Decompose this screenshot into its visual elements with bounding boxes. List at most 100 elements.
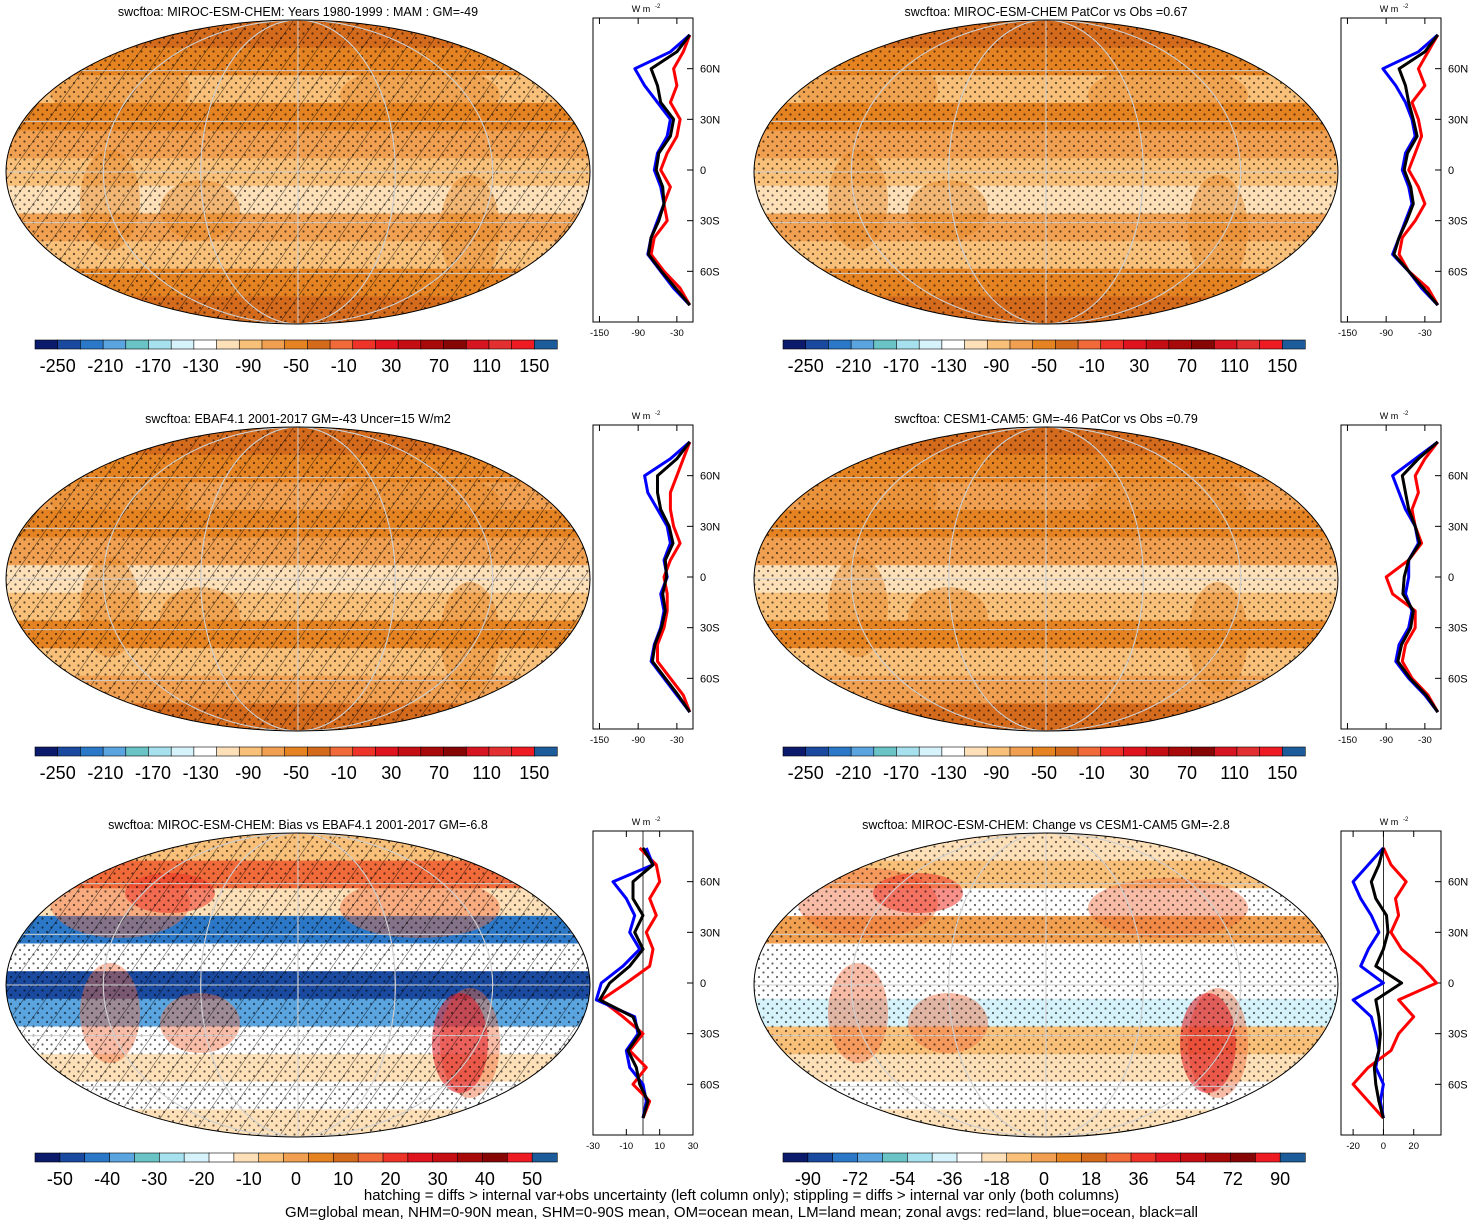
- colorbar-swatch: [511, 746, 535, 757]
- colorbar-tick-label: -10: [1079, 763, 1105, 783]
- colorbar-tick-label: 90: [1270, 1169, 1290, 1189]
- colorbar: -90 -72 -54 -36 -18 0 18 36 54 72 90: [782, 1152, 1306, 1189]
- colorbar-swatch: [850, 339, 875, 350]
- caption-legend-note: GM=global mean, NHM=0-90N mean, SHM=0-90…: [284, 1204, 1198, 1221]
- colorbar-swatch: [1191, 746, 1215, 757]
- colorbar-tick-label: 150: [1267, 763, 1297, 783]
- panel-2: swcftoa: MIROC-ESM-CHEM PatCor vs Obs =0…: [753, 4, 1468, 376]
- zonal-y-tick-label: 30S: [1448, 623, 1468, 635]
- colorbar-tick-label: 54: [1176, 1169, 1196, 1189]
- map-field: [6, 833, 590, 1137]
- zonal-x-tick-label: -30: [1418, 735, 1432, 746]
- colorbar-swatch: [850, 746, 875, 757]
- colorbar-swatch: [183, 1152, 210, 1163]
- colorbar-swatch: [807, 1152, 834, 1163]
- map-border: [5, 19, 591, 325]
- colorbar-swatch: [1145, 339, 1170, 350]
- colorbar-tick-label: 36: [1128, 1169, 1148, 1189]
- zonal-x-tick-label: -90: [631, 328, 645, 339]
- colorbar-tick-label: 30: [1129, 763, 1149, 783]
- zonal-y-tick-label: 0: [1448, 978, 1454, 990]
- colorbar-swatch: [216, 339, 240, 350]
- zonal-x-tick-label: 10: [654, 1141, 665, 1152]
- colorbar-tick-label: -210: [87, 763, 123, 783]
- colorbar-swatch: [397, 746, 422, 757]
- colorbar-swatch: [238, 339, 263, 350]
- zonal-y-tick-label: 30N: [1448, 114, 1468, 126]
- map-border: [5, 832, 591, 1138]
- colorbar: -250 -210 -170 -130 -90 -50 -10 30 70 110 150: [782, 746, 1306, 783]
- colorbar-swatch: [533, 746, 558, 757]
- zonal-y-tick-label: 30S: [1448, 1029, 1468, 1041]
- colorbar-swatch: [102, 746, 127, 757]
- zonal-y-tick-label: 30S: [700, 623, 720, 635]
- zonal-y-tick-label: 60N: [1448, 64, 1468, 76]
- zonal-mean-plot: W m -2 -150 -90 -30 60N 30N 0 30S 60S: [1338, 4, 1468, 339]
- zonal-y-tick-label: 30S: [700, 216, 720, 228]
- colorbar-swatch: [397, 339, 422, 350]
- colorbar-swatch: [125, 339, 150, 350]
- colorbar-swatch: [193, 746, 218, 757]
- colorbar-tick-label: -10: [236, 1169, 262, 1189]
- colorbar-swatch: [216, 746, 240, 757]
- colorbar-tick-label: -250: [788, 356, 824, 376]
- colorbar-swatch: [857, 1152, 884, 1163]
- colorbar-swatch: [941, 746, 966, 757]
- zonal-y-tick-label: 30N: [700, 927, 720, 939]
- colorbar-swatch: [1055, 339, 1079, 350]
- colorbar-tick-label: 30: [428, 1169, 448, 1189]
- colorbar-swatch: [1006, 1152, 1033, 1163]
- colorbar-swatch: [329, 339, 354, 350]
- colorbar-swatch: [832, 1152, 859, 1163]
- colorbar-tick-label: 70: [1177, 356, 1197, 376]
- colorbar-swatch: [170, 339, 195, 350]
- colorbar-swatch: [1236, 339, 1261, 350]
- zonal-x-tick-label: -20: [1346, 1141, 1360, 1152]
- colorbar-swatch: [357, 1152, 384, 1163]
- colorbar-swatch: [375, 339, 399, 350]
- zonal-y-tick-label: 0: [1448, 165, 1454, 177]
- colorbar-tick-label: -10: [331, 763, 357, 783]
- zonal-y-tick-label: 0: [1448, 572, 1454, 584]
- colorbar-swatch: [238, 746, 263, 757]
- map-field: [754, 833, 1338, 1137]
- colorbar-swatch: [134, 1152, 160, 1163]
- zonal-unit-label: W m: [632, 817, 651, 827]
- colorbar-swatch: [805, 746, 830, 757]
- map-border: [753, 426, 1339, 732]
- zonal-y-tick-label: 60N: [700, 471, 720, 483]
- colorbar-swatch: [443, 339, 467, 350]
- colorbar-tick-label: -130: [183, 356, 219, 376]
- zonal-unit-exponent: -2: [655, 817, 661, 823]
- zonal-x-tick-label: -150: [1338, 328, 1357, 339]
- colorbar-swatch: [1254, 1152, 1281, 1163]
- colorbar-swatch: [918, 746, 943, 757]
- zonal-x-tick-label: 30: [688, 1141, 699, 1152]
- colorbar-tick-label: 110: [472, 763, 501, 783]
- colorbar-swatch: [1077, 339, 1102, 350]
- colorbar-tick-label: -250: [40, 356, 76, 376]
- colorbar-swatch: [941, 339, 966, 350]
- colorbar-swatch: [1279, 1152, 1306, 1163]
- zonal-series-ocean: [1351, 846, 1385, 1119]
- colorbar-swatch: [896, 746, 920, 757]
- zonal-y-tick-label: 30N: [1448, 521, 1468, 533]
- colorbar-swatch: [1168, 339, 1193, 350]
- colorbar-swatch: [1105, 1152, 1132, 1163]
- zonal-unit-label: W m: [632, 4, 651, 14]
- colorbar-swatch: [1130, 1152, 1157, 1163]
- colorbar: -250 -210 -170 -130 -90 -50 -10 30 70 110 150: [34, 746, 558, 783]
- colorbar-tick-label: -210: [835, 763, 871, 783]
- zonal-y-tick-label: 30N: [700, 114, 720, 126]
- colorbar-tick-label: 150: [519, 763, 549, 783]
- zonal-series-all: [650, 440, 692, 713]
- zonal-unit-exponent: -2: [1403, 4, 1409, 10]
- colorbar-swatch: [1281, 339, 1306, 350]
- colorbar-tick-label: -50: [47, 1169, 73, 1189]
- zonal-series-all: [1369, 847, 1404, 1119]
- zonal-series-all: [647, 33, 691, 307]
- colorbar-tick-label: 0: [291, 1169, 301, 1189]
- zonal-series-all: [1396, 440, 1440, 713]
- colorbar-tick-label: -130: [183, 763, 219, 783]
